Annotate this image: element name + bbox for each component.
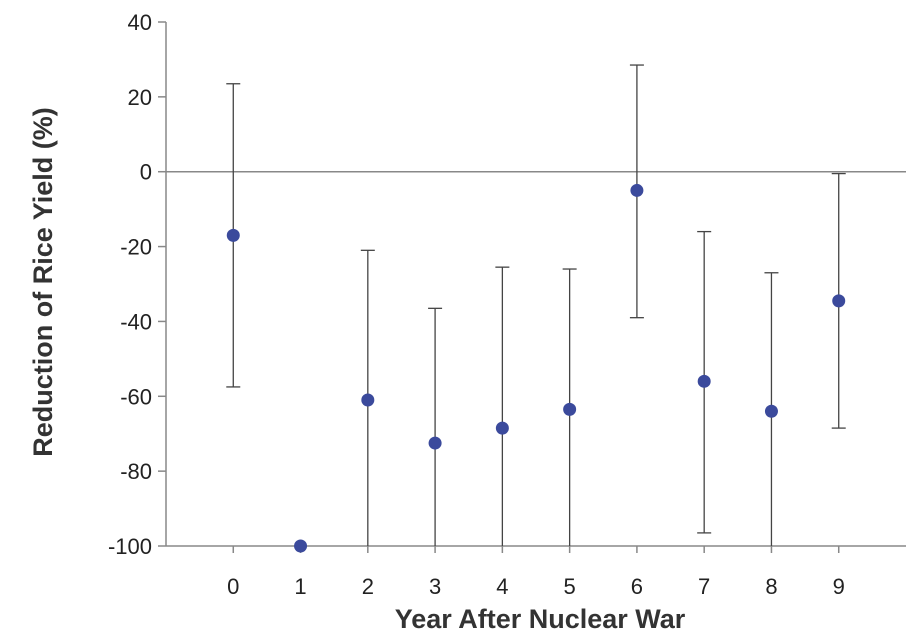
y-tick-label: 0	[140, 160, 152, 185]
x-tick-label: 7	[698, 574, 710, 599]
x-axis-title: Year After Nuclear War	[395, 604, 686, 634]
y-tick-label: 40	[128, 10, 152, 35]
data-point	[495, 421, 509, 435]
x-tick-label: 6	[631, 574, 643, 599]
x-tick-label: 8	[765, 574, 777, 599]
data-points	[226, 183, 846, 553]
data-point	[764, 404, 778, 418]
data-point	[832, 294, 846, 308]
x-tick-label: 0	[227, 574, 239, 599]
data-point	[563, 402, 577, 416]
data-point	[361, 393, 375, 407]
x-tick-label: 1	[294, 574, 306, 599]
y-tick-label: -40	[120, 309, 152, 334]
data-point	[226, 228, 240, 242]
data-point	[428, 436, 442, 450]
data-point	[697, 374, 711, 388]
y-tick-label: 20	[128, 85, 152, 110]
data-point	[294, 539, 308, 553]
tick-labels: 40 20 0 -20 -40 -60 -80 -100 0 1 2 3 4 5 6 7 8 9	[108, 10, 845, 599]
y-tick-label: -20	[120, 235, 152, 260]
x-tick-label: 3	[429, 574, 441, 599]
x-tick-label: 4	[496, 574, 508, 599]
x-tick-label: 9	[833, 574, 845, 599]
x-tick-label: 2	[362, 574, 374, 599]
y-tick-label: -100	[108, 534, 152, 559]
y-tick-label: -80	[120, 459, 152, 484]
y-axis-title: Reduction of Rice Yield (%)	[28, 107, 58, 457]
data-point	[630, 183, 644, 197]
axes	[158, 21, 906, 553]
error-bars	[226, 64, 846, 546]
y-tick-label: -60	[120, 384, 152, 409]
x-tick-label: 5	[564, 574, 576, 599]
